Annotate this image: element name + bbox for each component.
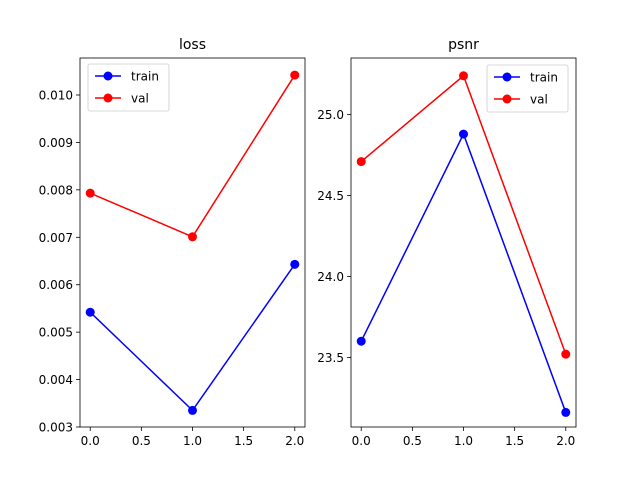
data-point-train-2: [561, 407, 571, 417]
legend-label-val: val: [131, 92, 149, 106]
legend-marker-train: [103, 71, 113, 81]
y-tick-label: 0.009: [39, 136, 73, 150]
y-tick-label: 0.003: [39, 421, 73, 435]
x-tick-label: 1.0: [183, 434, 202, 448]
data-point-train-2: [290, 259, 300, 269]
x-tick-label: 2.0: [285, 434, 304, 448]
y-tick-label: 23.5: [317, 351, 344, 365]
data-point-val-2: [290, 70, 300, 80]
chart-0: loss 0.0 0.5 1.0 1.5 2.0 0.003 0.004 0.005 0.006 0…: [39, 37, 306, 448]
y-tick-label: 24.0: [317, 270, 344, 284]
data-point-val-0: [356, 157, 366, 167]
x-tick-label: 1.5: [505, 434, 524, 448]
legend-label-train: train: [131, 70, 159, 84]
y-tick-label: 0.008: [39, 183, 73, 197]
data-point-val-1: [188, 232, 197, 242]
legend-label-val: val: [530, 93, 548, 107]
x-tick-label: 0.0: [81, 434, 100, 448]
legend-marker-train: [502, 72, 512, 82]
legend: train val: [87, 63, 170, 112]
x-tick-label: 1.5: [234, 434, 253, 448]
x-tick-label: 0.5: [403, 434, 422, 448]
axes-frame: [350, 57, 577, 428]
data-point-train-1: [459, 129, 468, 139]
y-tick-label: 0.004: [39, 373, 73, 387]
chart-title: loss: [179, 37, 206, 53]
data-point-val-2: [561, 349, 571, 359]
y-tick-label: 0.005: [39, 326, 73, 340]
y-tick-label: 0.010: [39, 88, 73, 102]
data-point-train-1: [188, 405, 197, 415]
series-line-train: [89, 263, 296, 412]
chart-title: psnr: [448, 37, 479, 53]
x-tick-label: 1.0: [454, 434, 473, 448]
chart-1: psnr 0.0 0.5 1.0 1.5 2.0 23.5 24.0 24.5 25.0 train…: [317, 37, 577, 448]
charts: loss 0.0 0.5 1.0 1.5 2.0 0.003 0.004 0.005 0.006 0…: [39, 37, 577, 448]
legend-marker-val: [502, 94, 512, 104]
x-tick-label: 2.0: [556, 434, 575, 448]
legend-marker-val: [103, 93, 113, 103]
y-tick-label: 0.007: [39, 231, 73, 245]
legend: train val: [486, 64, 569, 113]
y-tick-label: 0.006: [39, 278, 73, 292]
data-point-train-0: [356, 336, 366, 346]
series-line-train: [360, 132, 567, 413]
data-point-val-1: [459, 71, 468, 81]
x-tick-label: 0.5: [132, 434, 151, 448]
y-tick-label: 24.5: [317, 189, 344, 203]
legend-label-train: train: [530, 71, 558, 85]
data-point-train-0: [85, 307, 95, 317]
y-tick-label: 25.0: [317, 108, 344, 122]
data-point-val-0: [85, 188, 95, 198]
series-line-val: [360, 74, 567, 355]
x-tick-label: 0.0: [352, 434, 371, 448]
